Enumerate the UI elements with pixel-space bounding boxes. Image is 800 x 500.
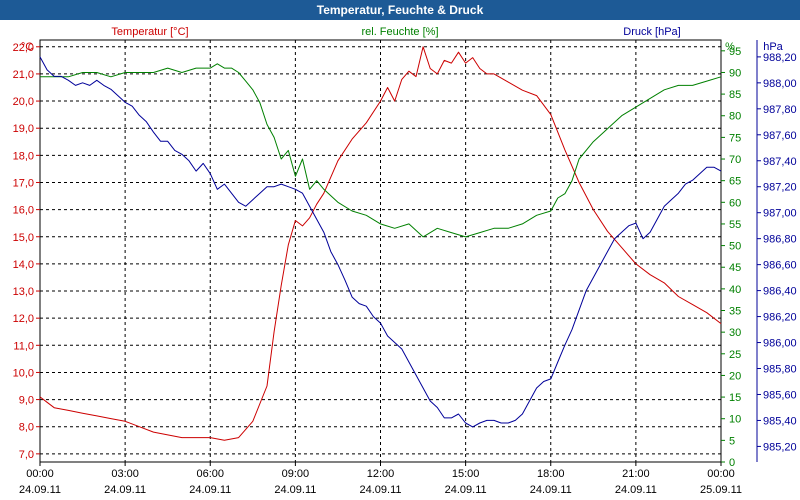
- temperature-tick-label: 21,0: [13, 69, 34, 81]
- x-tick-time-label: 12:00: [367, 468, 395, 480]
- x-tick-time-label: 21:00: [622, 468, 650, 480]
- humidity-tick-label: 70: [729, 154, 741, 166]
- pressure-tick-label: 988,20: [763, 52, 797, 64]
- humidity-tick-label: 45: [729, 262, 741, 274]
- x-tick-date-label: 24.09.11: [530, 484, 572, 496]
- x-tick-date-label: 24.09.11: [274, 484, 316, 496]
- humidity-tick-label: 5: [729, 435, 735, 447]
- x-tick-date-label: 24.09.11: [189, 484, 231, 496]
- x-tick-time-label: 03:00: [111, 468, 139, 480]
- x-tick-time-label: 00:00: [707, 468, 735, 480]
- humidity-tick-label: 35: [729, 306, 741, 318]
- humidity-tick-label: 55: [729, 219, 741, 231]
- x-tick-date-label: 24.09.11: [19, 484, 61, 496]
- series-line-temperature: [39, 46, 722, 441]
- humidity-tick-label: 15: [729, 392, 741, 404]
- x-tick-time-label: 00:00: [26, 468, 54, 480]
- x-tick-time-label: 06:00: [196, 468, 224, 480]
- pressure-tick-label: 988,00: [763, 78, 797, 90]
- temperature-tick-label: 7,0: [19, 449, 34, 461]
- pressure-tick-label: 987,80: [763, 104, 797, 116]
- temperature-tick-label: 22,0: [13, 42, 34, 54]
- x-tick-date-label: 24.09.11: [445, 484, 487, 496]
- pressure-tick-label: 986,00: [763, 338, 797, 350]
- humidity-tick-label: 20: [729, 370, 741, 382]
- pressure-tick-label: 987,00: [763, 208, 797, 220]
- humidity-tick-label: 65: [729, 176, 741, 188]
- x-tick-date-label: 24.09.11: [359, 484, 401, 496]
- humidity-tick-label: 30: [729, 327, 741, 339]
- x-tick-date-label: 24.09.11: [104, 484, 146, 496]
- humidity-tick-label: 10: [729, 414, 741, 426]
- humidity-tick-label: 25: [729, 349, 741, 361]
- temperature-tick-label: 10,0: [13, 367, 34, 379]
- series-line-humidity: [40, 63, 722, 238]
- pressure-tick-label: 986,20: [763, 312, 797, 324]
- temperature-unit-label: °C: [21, 41, 33, 53]
- temperature-tick-label: 11,0: [13, 340, 34, 352]
- x-tick-time-label: 18:00: [537, 468, 565, 480]
- pressure-tick-label: 985,20: [763, 441, 797, 453]
- pressure-tick-label: 986,80: [763, 234, 797, 246]
- temperature-tick-label: 19,0: [13, 123, 34, 135]
- temperature-tick-label: 18,0: [13, 150, 34, 162]
- humidity-tick-label: 60: [729, 197, 741, 209]
- pressure-tick-label: 985,80: [763, 364, 797, 376]
- series-line-pressure: [39, 56, 722, 428]
- temperature-tick-label: 13,0: [13, 286, 34, 298]
- x-tick-date-label: 25.09.11: [700, 484, 742, 496]
- humidity-tick-label: 0: [729, 457, 735, 469]
- humidity-tick-label: 40: [729, 284, 741, 296]
- humidity-tick-label: 50: [729, 241, 741, 253]
- humidity-axis-title: rel. Feuchte [%]: [361, 26, 438, 38]
- x-tick-time-label: 15:00: [452, 468, 480, 480]
- temperature-tick-label: 20,0: [13, 96, 34, 108]
- temperature-axis-title: Temperatur [°C]: [111, 26, 188, 38]
- pressure-axis-title: Druck [hPa]: [623, 26, 680, 38]
- pressure-tick-label: 986,60: [763, 260, 797, 272]
- temperature-tick-label: 17,0: [13, 177, 34, 189]
- humidity-tick-label: 90: [729, 67, 741, 79]
- pressure-tick-label: 986,40: [763, 286, 797, 298]
- pressure-tick-label: 987,60: [763, 130, 797, 142]
- humidity-tick-label: 80: [729, 111, 741, 123]
- x-tick-time-label: 09:00: [282, 468, 310, 480]
- pressure-unit-label: hPa: [763, 41, 783, 53]
- chart-title: Temperatur, Feuchte & Druck: [0, 0, 800, 20]
- humidity-tick-label: 85: [729, 89, 741, 101]
- pressure-tick-label: 987,20: [763, 182, 797, 194]
- temperature-tick-label: 12,0: [13, 313, 34, 325]
- x-tick-date-label: 24.09.11: [615, 484, 657, 496]
- temperature-tick-label: 14,0: [13, 259, 34, 271]
- humidity-tick-label: 75: [729, 132, 741, 144]
- temperature-tick-label: 16,0: [13, 205, 34, 217]
- temperature-tick-label: 9,0: [19, 395, 34, 407]
- temperature-tick-label: 15,0: [13, 232, 34, 244]
- humidity-tick-label: 95: [729, 46, 741, 58]
- temperature-tick-label: 8,0: [19, 422, 34, 434]
- pressure-tick-label: 987,40: [763, 156, 797, 168]
- humidity-unit-label: %: [725, 41, 735, 53]
- pressure-tick-label: 985,40: [763, 415, 797, 427]
- pressure-tick-label: 985,60: [763, 389, 797, 401]
